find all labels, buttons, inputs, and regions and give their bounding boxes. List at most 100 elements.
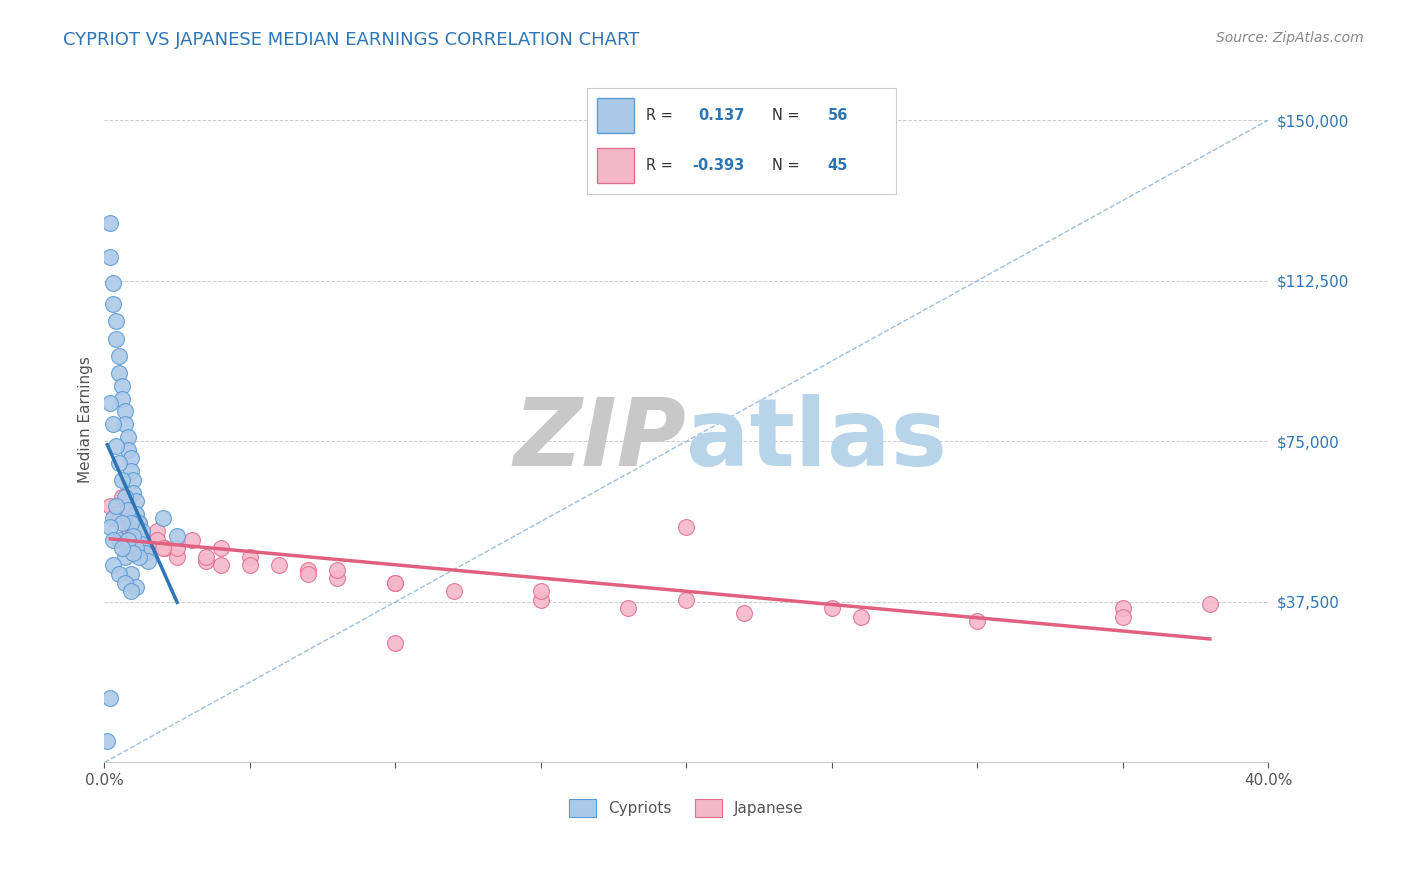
Point	[117, 499, 139, 513]
Point	[98, 691, 121, 706]
Point	[108, 349, 131, 363]
Point	[114, 490, 136, 504]
Point	[384, 575, 406, 590]
Point	[96, 734, 118, 748]
Point	[733, 606, 755, 620]
Point	[166, 549, 188, 564]
Point	[145, 533, 167, 547]
Point	[101, 417, 124, 432]
Point	[111, 392, 134, 406]
Point	[98, 216, 121, 230]
Point	[443, 584, 465, 599]
Point	[195, 554, 218, 568]
Point	[122, 485, 145, 500]
Point	[114, 549, 136, 564]
Point	[131, 524, 153, 539]
Point	[120, 567, 142, 582]
Point	[267, 558, 290, 573]
Point	[105, 332, 128, 346]
Point	[209, 558, 232, 573]
Point	[114, 575, 136, 590]
Point	[114, 404, 136, 418]
Point	[297, 567, 319, 582]
Point	[326, 571, 349, 585]
Point	[122, 546, 145, 560]
Text: atlas: atlas	[686, 394, 948, 486]
Point	[122, 528, 145, 542]
Point	[108, 456, 131, 470]
Point	[111, 541, 134, 556]
Point	[134, 546, 156, 560]
Point	[98, 396, 121, 410]
Point	[136, 537, 159, 551]
Point	[120, 584, 142, 599]
Point	[128, 516, 150, 530]
Point	[1199, 597, 1222, 611]
Point	[101, 511, 124, 525]
Point	[128, 528, 150, 542]
Point	[98, 499, 121, 513]
Point	[122, 524, 145, 539]
Point	[125, 580, 148, 594]
Point	[136, 554, 159, 568]
Point	[155, 541, 177, 556]
Point	[152, 541, 174, 556]
Point	[675, 592, 697, 607]
Y-axis label: Median Earnings: Median Earnings	[79, 357, 93, 483]
Point	[152, 511, 174, 525]
Point	[384, 635, 406, 649]
Point	[101, 276, 124, 290]
Point	[117, 533, 139, 547]
Point	[131, 537, 153, 551]
Point	[1111, 601, 1133, 615]
Point	[101, 533, 124, 547]
Point	[166, 528, 188, 542]
Point	[209, 541, 232, 556]
Point	[108, 567, 131, 582]
Point	[117, 503, 139, 517]
Point	[195, 549, 218, 564]
Point	[105, 499, 128, 513]
Point	[297, 563, 319, 577]
Point	[101, 558, 124, 573]
Point	[675, 520, 697, 534]
Point	[122, 473, 145, 487]
Point	[617, 601, 640, 615]
Point	[111, 378, 134, 392]
Point	[821, 601, 844, 615]
Point	[1111, 610, 1133, 624]
Point	[117, 430, 139, 444]
Point	[166, 541, 188, 556]
Point	[384, 575, 406, 590]
Point	[180, 533, 202, 547]
Point	[128, 549, 150, 564]
Point	[101, 297, 124, 311]
Point	[98, 520, 121, 534]
Point	[108, 533, 131, 547]
Point	[125, 494, 148, 508]
Point	[114, 417, 136, 432]
Point	[530, 592, 553, 607]
Point	[326, 563, 349, 577]
Point	[120, 451, 142, 466]
Point	[530, 584, 553, 599]
Point	[105, 507, 128, 521]
Point	[120, 516, 142, 530]
Point	[117, 442, 139, 457]
Point	[125, 541, 148, 556]
Point	[122, 511, 145, 525]
Text: Source: ZipAtlas.com: Source: ZipAtlas.com	[1216, 31, 1364, 45]
Point	[120, 464, 142, 478]
Text: ZIP: ZIP	[513, 394, 686, 486]
Point	[239, 549, 262, 564]
Point	[125, 507, 148, 521]
Point	[111, 490, 134, 504]
Text: CYPRIOT VS JAPANESE MEDIAN EARNINGS CORRELATION CHART: CYPRIOT VS JAPANESE MEDIAN EARNINGS CORR…	[63, 31, 640, 49]
Point	[108, 507, 131, 521]
Point	[128, 516, 150, 530]
Point	[105, 314, 128, 328]
Point	[849, 610, 872, 624]
Point	[111, 473, 134, 487]
Point	[117, 520, 139, 534]
Point	[98, 250, 121, 264]
